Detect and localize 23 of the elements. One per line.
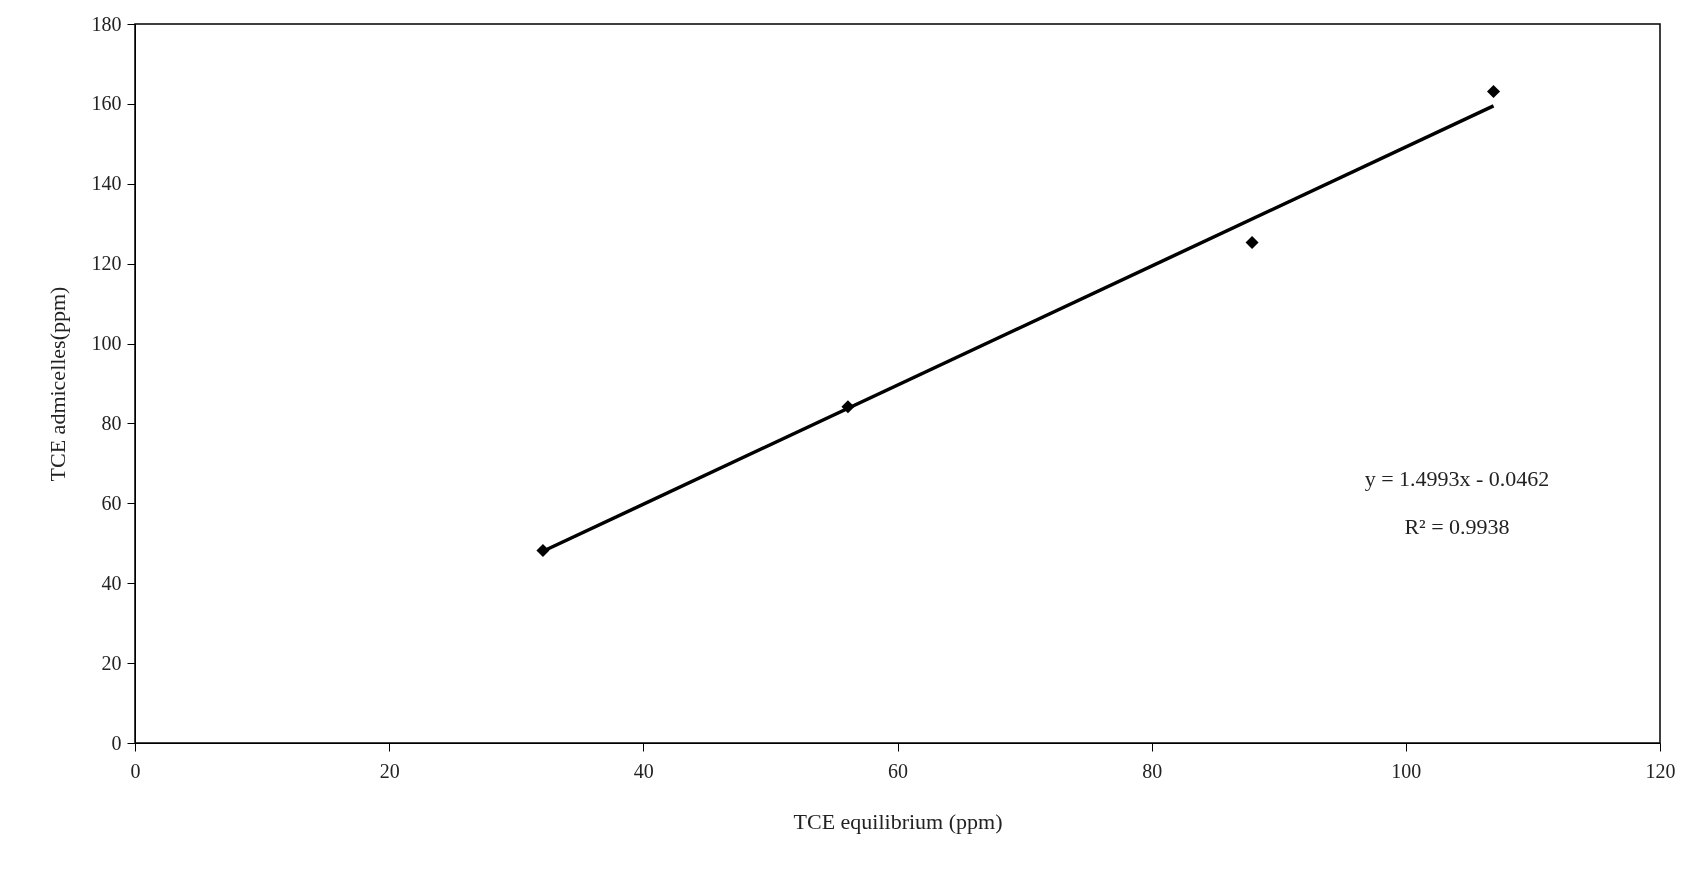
- y-axis-title: TCE admicelles(ppm): [44, 286, 70, 482]
- y-tick-label: 100: [91, 332, 122, 355]
- y-tick-label: 40: [101, 571, 122, 594]
- x-tick-label: 80: [1142, 759, 1163, 782]
- x-tick-label: 0: [130, 759, 141, 782]
- y-tick-label: 60: [101, 491, 122, 514]
- y-tick-label: 180: [91, 12, 122, 35]
- x-tick-label: 40: [633, 759, 654, 782]
- y-tick-label: 140: [91, 172, 122, 195]
- point: [1245, 235, 1259, 250]
- x-tick-label: 20: [379, 759, 400, 782]
- y-tick-label: 160: [91, 92, 122, 115]
- y-tick-label: 80: [101, 411, 122, 434]
- y-tick-label: 20: [101, 651, 122, 674]
- x-tick-label: 120: [1645, 759, 1676, 782]
- annotation: R² = 0.9938: [1404, 514, 1510, 539]
- annotation: y = 1.4993x - 0.0462: [1364, 466, 1550, 491]
- x-tick-label: 100: [1391, 759, 1422, 782]
- y-tick-label: 120: [91, 252, 122, 275]
- y-tick-label: 0: [111, 731, 122, 754]
- x-axis-title: TCE equilibrium (ppm): [793, 808, 1003, 834]
- point: [1487, 84, 1501, 99]
- x-tick-label: 60: [888, 759, 908, 782]
